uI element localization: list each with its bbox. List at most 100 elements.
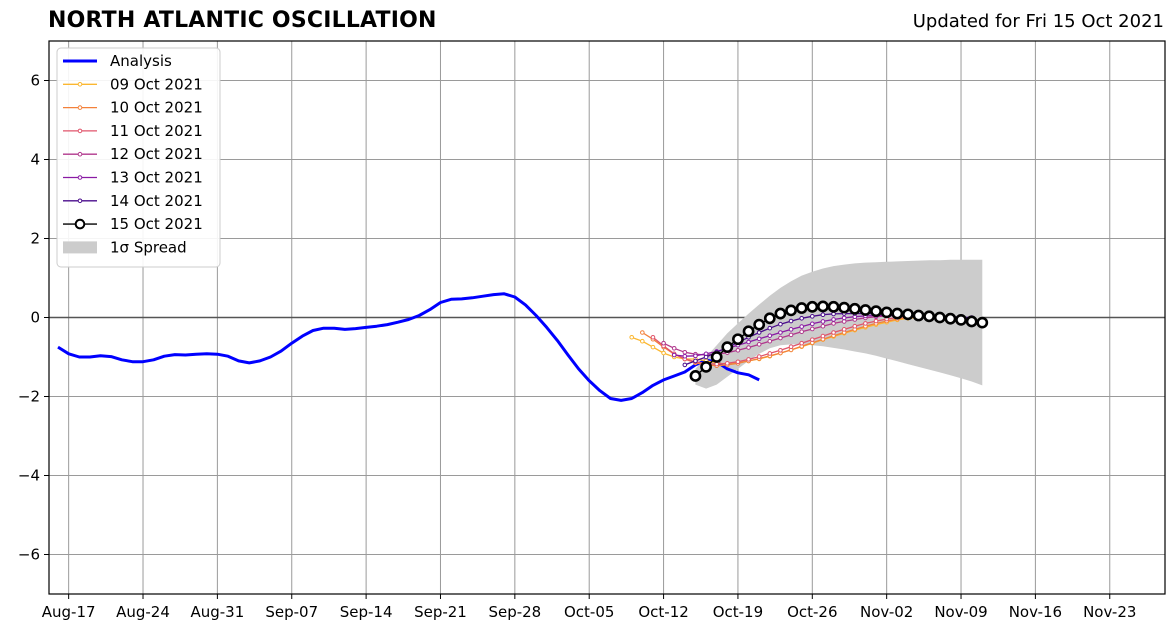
forecast-point bbox=[742, 325, 755, 338]
forecast-point bbox=[725, 361, 730, 366]
x-tick-label: Aug-31 bbox=[190, 603, 244, 621]
forecast-point bbox=[799, 340, 804, 346]
forecast-point bbox=[778, 347, 783, 353]
forecast-point bbox=[788, 344, 794, 350]
forecast-point bbox=[848, 302, 861, 315]
forecast-point bbox=[756, 354, 762, 359]
forecast-point bbox=[799, 329, 804, 335]
series bbox=[57, 292, 989, 402]
forecast-point bbox=[735, 347, 741, 353]
forecast-line bbox=[652, 314, 940, 365]
y-tick-label: −2 bbox=[18, 388, 40, 406]
forecast-point bbox=[746, 345, 751, 350]
forecast-point bbox=[923, 310, 936, 323]
forecast-point bbox=[912, 309, 925, 322]
forecast-point bbox=[710, 351, 723, 363]
forecast-point bbox=[827, 300, 840, 313]
x-tick-label: Oct-12 bbox=[638, 603, 688, 621]
forecast-point bbox=[873, 318, 879, 324]
forecast-point bbox=[820, 323, 826, 329]
forecast-point bbox=[880, 306, 893, 319]
forecast-point bbox=[735, 359, 741, 365]
legend-swatch bbox=[63, 241, 97, 254]
forecast-point bbox=[785, 304, 797, 317]
forecast-point bbox=[767, 351, 773, 356]
forecast-point bbox=[944, 312, 957, 325]
forecast-point bbox=[756, 342, 762, 347]
x-tick-label: Sep-21 bbox=[414, 603, 467, 621]
forecast-point bbox=[640, 338, 645, 344]
forecast-point bbox=[831, 330, 836, 335]
x-tick-label: Aug-17 bbox=[42, 603, 96, 621]
forecast-point bbox=[788, 318, 794, 324]
y-tick-label: 4 bbox=[30, 151, 40, 169]
forecast-point bbox=[629, 334, 634, 340]
forecast-point bbox=[767, 325, 773, 331]
forecast-point bbox=[682, 362, 688, 368]
legend-label: 09 Oct 2021 bbox=[110, 75, 203, 93]
forecast-point bbox=[689, 370, 702, 382]
legend: Analysis 09 Oct 2021 10 Oct 2021 11 Oct 202… bbox=[56, 47, 221, 268]
legend-marker bbox=[77, 82, 83, 87]
forecast-point bbox=[763, 312, 776, 325]
forecast-point bbox=[693, 353, 698, 359]
forecast-point bbox=[671, 346, 677, 351]
y-tick-label: 0 bbox=[30, 309, 40, 327]
legend-label: 15 Oct 2021 bbox=[110, 215, 203, 233]
forecast-point bbox=[891, 307, 904, 320]
forecast-point bbox=[756, 330, 762, 335]
legend-label: 11 Oct 2021 bbox=[110, 122, 203, 140]
legend-marker bbox=[77, 128, 83, 134]
legend-label: 12 Oct 2021 bbox=[110, 145, 203, 163]
legend-label: 13 Oct 2021 bbox=[110, 169, 203, 187]
forecast-point bbox=[778, 321, 783, 327]
x-tick-label: Oct-05 bbox=[564, 603, 614, 621]
legend-marker bbox=[77, 175, 83, 180]
forecast-point bbox=[902, 308, 914, 321]
forecast-point bbox=[809, 321, 815, 327]
forecast-point bbox=[732, 333, 744, 346]
forecast-point bbox=[640, 330, 645, 335]
legend-marker bbox=[77, 198, 83, 204]
forecast-point bbox=[859, 304, 872, 316]
forecast-point bbox=[700, 360, 712, 373]
forecast-point bbox=[746, 339, 751, 345]
forecast-point bbox=[693, 358, 698, 364]
forecast-point bbox=[778, 330, 783, 335]
x-tick-label: Sep-07 bbox=[265, 603, 318, 621]
forecast-point bbox=[756, 336, 762, 342]
forecast-point bbox=[806, 300, 819, 313]
x-tick-label: Nov-02 bbox=[860, 603, 913, 621]
forecast-point bbox=[841, 327, 847, 332]
legend-label: 10 Oct 2021 bbox=[110, 99, 203, 117]
forecast-point bbox=[809, 314, 815, 319]
forecast-point bbox=[767, 338, 773, 344]
forecast-point bbox=[753, 318, 766, 331]
forecast-point bbox=[817, 300, 829, 313]
forecast-point bbox=[852, 323, 858, 329]
forecast-point bbox=[820, 333, 826, 339]
forecast-point bbox=[820, 319, 826, 324]
forecast-point bbox=[650, 344, 656, 350]
forecast-point bbox=[795, 302, 808, 314]
spread-band bbox=[695, 259, 983, 389]
forecast-point bbox=[976, 316, 989, 329]
x-tick-label: Oct-19 bbox=[713, 603, 763, 621]
forecast-point bbox=[721, 341, 734, 354]
forecast-point bbox=[809, 326, 815, 332]
forecast-point bbox=[955, 313, 967, 326]
forecast-point bbox=[746, 357, 751, 362]
grid bbox=[49, 41, 1165, 594]
x-tick-label: Nov-16 bbox=[1009, 603, 1062, 621]
forecast-point bbox=[831, 317, 836, 322]
spread-area bbox=[695, 259, 983, 389]
x-tick-label: Nov-23 bbox=[1083, 603, 1136, 621]
forecast-point bbox=[671, 352, 677, 358]
chart-title: NORTH ATLANTIC OSCILLATION bbox=[48, 8, 437, 33]
legend-label: Analysis bbox=[110, 52, 172, 70]
forecast-point bbox=[682, 353, 688, 359]
forecast-point bbox=[703, 354, 709, 360]
y-tick-label: 6 bbox=[30, 72, 40, 90]
forecast-point bbox=[831, 321, 836, 326]
